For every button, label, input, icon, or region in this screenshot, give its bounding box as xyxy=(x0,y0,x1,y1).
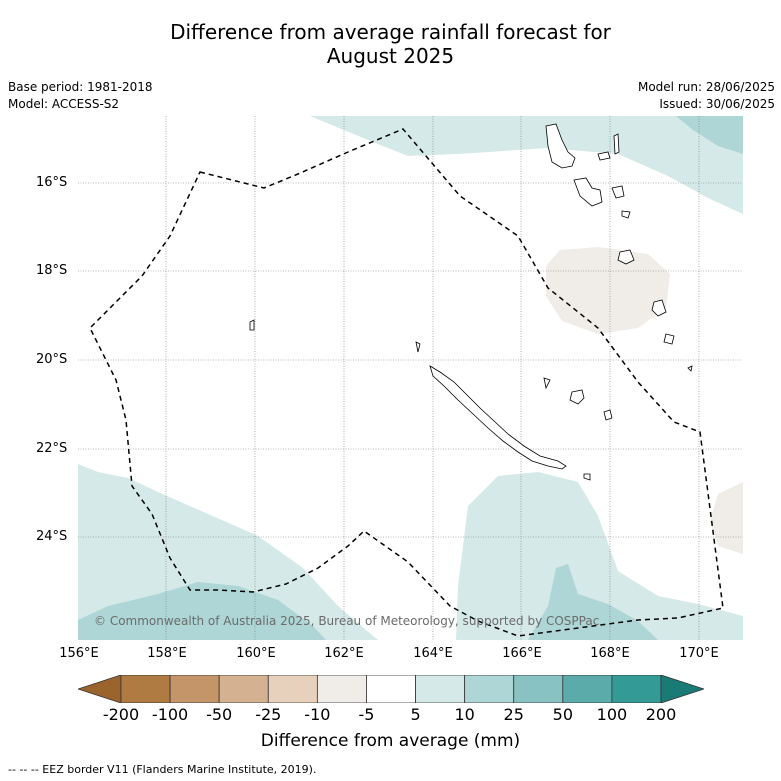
colorbar-label: 10 xyxy=(454,705,475,724)
vanuatu-efate-island xyxy=(621,210,631,219)
colorbar-segment xyxy=(562,675,613,703)
graticule xyxy=(78,116,743,640)
dry-region-east xyxy=(546,247,670,334)
colorbar-label: 5 xyxy=(410,705,421,724)
colorbar-segment xyxy=(415,675,466,703)
colorbar-extend-low xyxy=(78,675,122,703)
x-tick-158e: 158°E xyxy=(147,646,187,661)
y-tick-22s: 22°S xyxy=(36,441,68,456)
colorbar-label: 50 xyxy=(552,705,573,724)
base-period: Base period: 1981-2018 xyxy=(8,80,153,94)
x-tick-164e: 164°E xyxy=(413,646,453,661)
wet-region-south xyxy=(456,472,743,640)
colorbar-segment xyxy=(513,675,564,703)
colorbar-label: -5 xyxy=(358,705,375,724)
colorbar-label: -50 xyxy=(206,705,233,724)
vanuatu-island-5 xyxy=(611,185,625,199)
y-tick-18s: 18°S xyxy=(36,263,68,278)
title-line-1: Difference from average rainfall forecas… xyxy=(170,20,611,44)
new-caledonia-island xyxy=(429,365,567,470)
vanuatu-tanna-island xyxy=(617,249,635,265)
y-tick-16s: 16°S xyxy=(36,175,68,190)
colorbar-segment xyxy=(316,675,367,703)
colorbar xyxy=(78,675,704,703)
colorbar-segment xyxy=(218,675,269,703)
meta-left: Base period: 1981-2018 Model: ACCESS-S2 xyxy=(8,79,153,113)
colorbar-segment xyxy=(169,675,220,703)
wet-region-south-dark xyxy=(528,564,658,640)
y-tick-24s: 24°S xyxy=(36,529,68,544)
loyalty-ouvea-island xyxy=(543,377,551,390)
colorbar-segment xyxy=(464,675,515,703)
x-tick-160e: 160°E xyxy=(236,646,276,661)
map-canvas xyxy=(78,116,743,640)
vanuatu-island-3 xyxy=(613,133,620,155)
colorbar-label: -25 xyxy=(255,705,282,724)
y-tick-20s: 20°S xyxy=(36,352,68,367)
wet-region-north xyxy=(310,116,743,214)
small-island-2 xyxy=(583,473,591,481)
small-island-1 xyxy=(687,365,693,372)
colorbar-segment xyxy=(120,675,171,703)
colorbar-label: -100 xyxy=(151,705,189,724)
model-run: Model run: 28/06/2025 xyxy=(637,80,775,94)
title-line-2: August 2025 xyxy=(326,44,455,68)
x-tick-168e: 168°E xyxy=(590,646,630,661)
map-title: Difference from average rainfall forecas… xyxy=(0,20,781,68)
copyright-notice: © Commonwealth of Australia 2025, Bureau… xyxy=(94,614,600,628)
wet-region-southwest-dark xyxy=(78,582,326,640)
loyalty-lifou-island xyxy=(569,389,585,405)
colorbar-extend-high xyxy=(660,675,704,703)
wet-region-northeast xyxy=(676,116,743,154)
colorbar-label: -200 xyxy=(102,705,140,724)
eez-legend-note: -- -- -- EEZ border V11 (Flanders Marine… xyxy=(8,763,317,776)
colorbar-label: -10 xyxy=(304,705,331,724)
colorbar-segment xyxy=(611,675,662,703)
colorbar-label: 25 xyxy=(503,705,524,724)
colorbar-label: 100 xyxy=(596,705,628,724)
map-panel: © Commonwealth of Australia 2025, Bureau… xyxy=(78,116,743,640)
x-tick-162e: 162°E xyxy=(324,646,364,661)
matthew-island xyxy=(651,299,667,317)
meta-right: Model run: 28/06/2025 Issued: 30/06/2025 xyxy=(638,79,775,113)
vanuatu-santo-island xyxy=(545,123,576,169)
x-tick-166e: 166°E xyxy=(502,646,542,661)
model-name: Model: ACCESS-S2 xyxy=(8,97,120,111)
small-island-3 xyxy=(249,319,255,331)
colorbar-segment xyxy=(267,675,318,703)
colorbar-label: 200 xyxy=(645,705,677,724)
colorbar-title: Difference from average (mm) xyxy=(260,731,521,751)
vanuatu-malekula-island xyxy=(573,177,603,207)
vanuatu-island-2 xyxy=(597,151,611,161)
eez-border xyxy=(89,128,724,637)
small-island-4 xyxy=(415,341,421,353)
x-tick-156e: 156°E xyxy=(59,646,99,661)
loyalty-mare-island xyxy=(603,409,613,421)
x-tick-170e: 170°E xyxy=(679,646,719,661)
issued-date: Issued: 30/06/2025 xyxy=(659,97,775,111)
hunter-island xyxy=(663,333,675,345)
coastlines xyxy=(249,123,693,481)
colorbar-segment xyxy=(366,675,416,703)
dry-region-southeast xyxy=(710,482,743,554)
